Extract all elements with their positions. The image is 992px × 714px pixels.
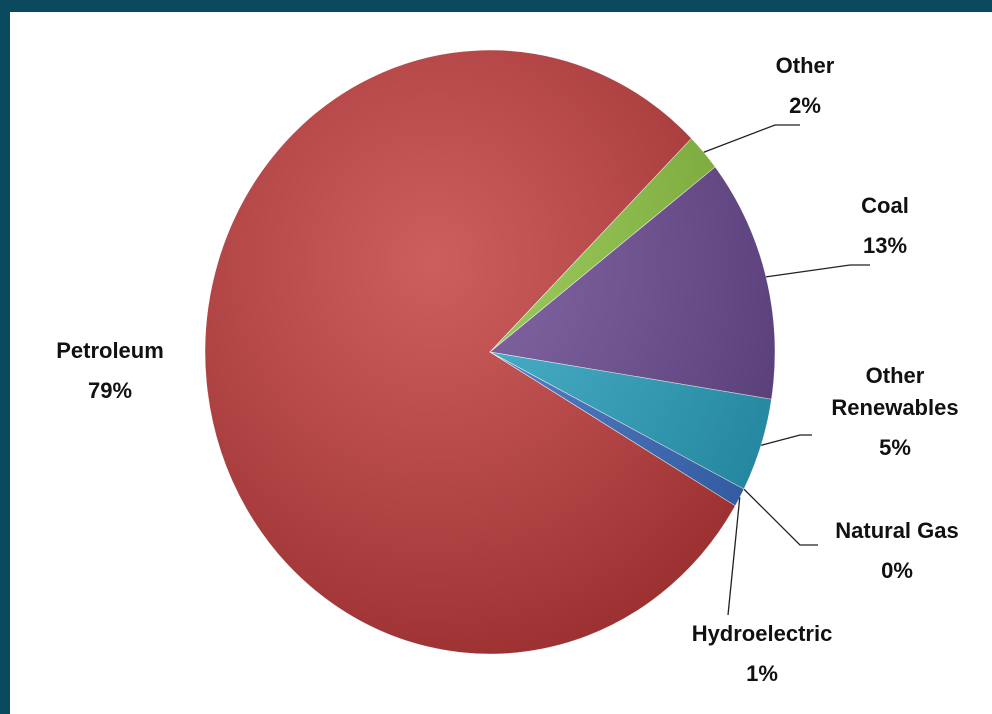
- slice-value: 79%: [87, 378, 133, 403]
- slice-value: 1%: [746, 661, 778, 686]
- slice-value: 5%: [879, 435, 911, 460]
- slice-value: 2%: [789, 93, 821, 118]
- leader-line: [765, 264, 870, 278]
- slice-value: 0%: [881, 558, 913, 583]
- slice-name: Other: [775, 53, 835, 78]
- leader-line: [703, 124, 800, 153]
- slice-value: 13%: [862, 233, 908, 258]
- slice-name: Other Renewables: [831, 363, 959, 420]
- slice-name: Coal: [861, 193, 909, 218]
- slice-label: Petroleum 79%: [40, 335, 180, 407]
- slice-label: Hydroelectric 1%: [652, 618, 872, 690]
- slice-label: Natural Gas 0%: [807, 515, 987, 587]
- slice-name: Hydroelectric: [691, 621, 833, 646]
- slice-label: Other 2%: [745, 50, 865, 122]
- slice-name: Natural Gas: [835, 518, 959, 543]
- slice-label: Other Renewables 5%: [805, 360, 985, 464]
- slice-label: Coal 13%: [825, 190, 945, 262]
- slice-name: Petroleum: [56, 338, 164, 363]
